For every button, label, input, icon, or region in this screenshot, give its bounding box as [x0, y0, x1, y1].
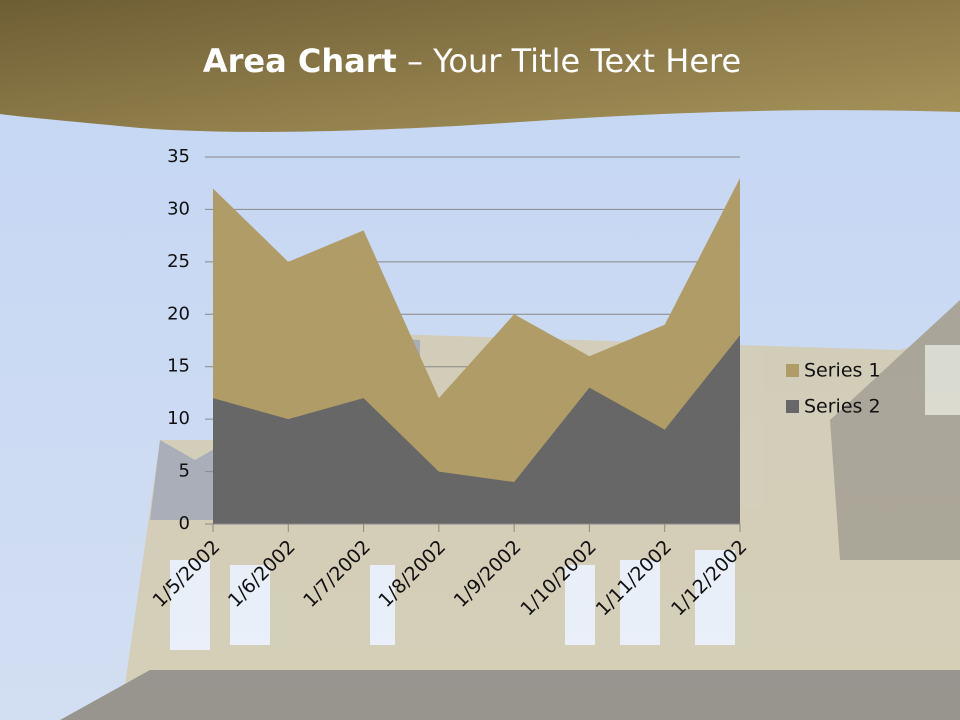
legend-label: Series 2 [804, 396, 881, 418]
area [213, 335, 740, 524]
y-tick-label: 10 [167, 408, 190, 429]
legend-swatch [786, 400, 799, 413]
header-band [0, 0, 960, 132]
slide-title: Area Chart – Your Title Text Here [203, 42, 741, 80]
y-tick-label: 15 [167, 356, 190, 377]
y-tick-label: 35 [167, 146, 190, 167]
title-bold: Area Chart [203, 42, 397, 80]
legend-label: Series 1 [804, 360, 881, 382]
y-tick-label: 5 [179, 461, 190, 482]
y-tick-label: 25 [167, 251, 190, 272]
title-rest: – Your Title Text Here [407, 42, 741, 80]
y-tick-label: 30 [167, 198, 190, 219]
legend-swatch [786, 364, 799, 377]
y-tick-label: 0 [179, 513, 190, 534]
y-tick-label: 20 [167, 303, 190, 324]
